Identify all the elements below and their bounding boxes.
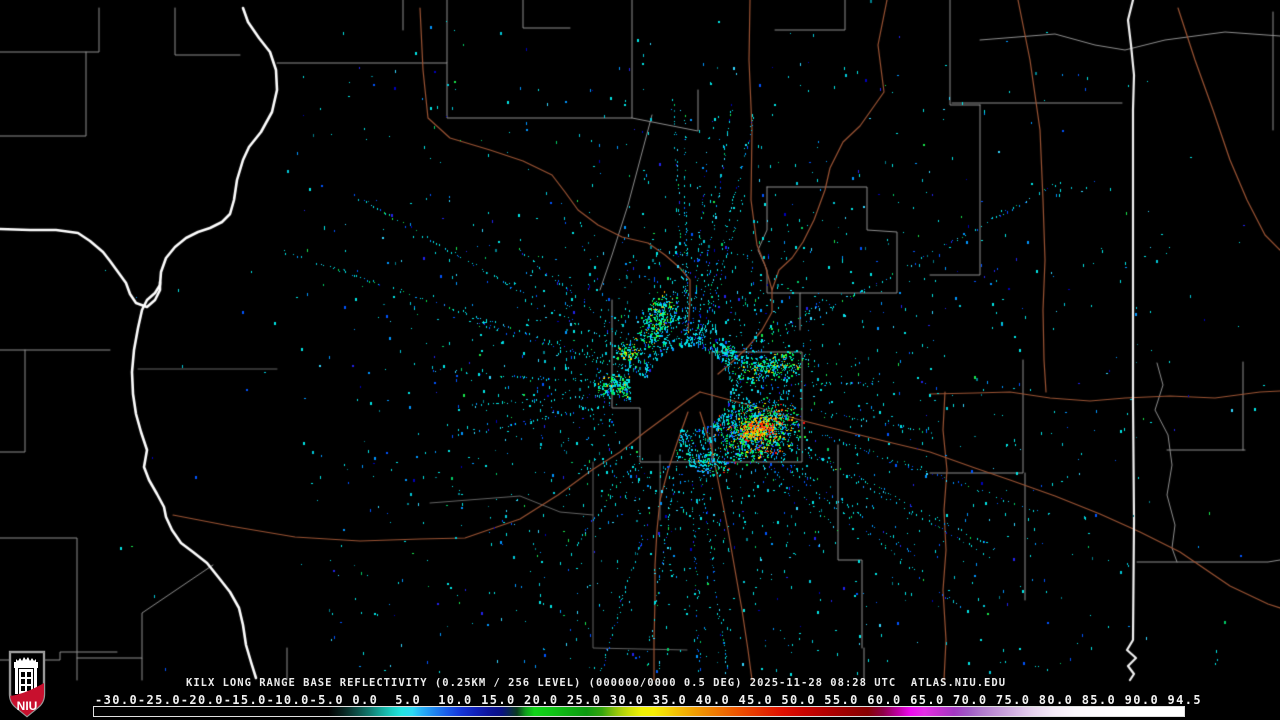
radar-viewer: NIU KILX LONG RANGE BASE REFLECTIVITY (0… xyxy=(0,0,1280,720)
radar-map-canvas xyxy=(0,0,1280,720)
